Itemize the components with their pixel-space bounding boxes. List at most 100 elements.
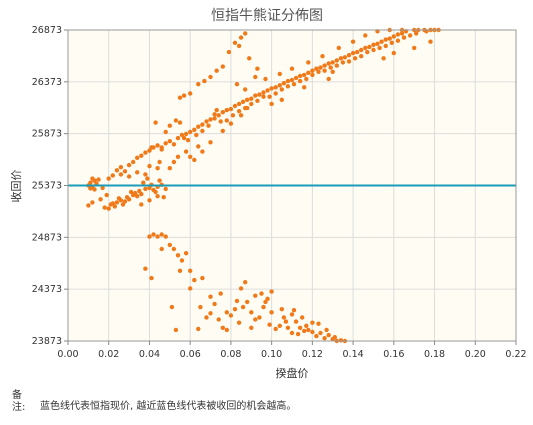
data-point	[391, 50, 396, 56]
data-point	[391, 34, 396, 39]
data-point	[310, 320, 315, 325]
data-point	[253, 74, 258, 80]
data-point	[318, 330, 323, 336]
data-point	[179, 132, 185, 138]
data-point	[228, 106, 234, 112]
data-point	[188, 91, 193, 96]
data-point	[171, 142, 177, 147]
data-point	[238, 113, 244, 118]
data-point	[96, 177, 101, 182]
data-point	[273, 85, 278, 90]
data-point	[324, 327, 329, 333]
data-point	[279, 307, 284, 312]
data-point	[236, 101, 242, 107]
data-point	[340, 60, 346, 65]
data-point	[147, 198, 152, 203]
data-point	[338, 56, 344, 61]
data-point	[263, 76, 268, 82]
data-point	[306, 327, 311, 333]
data-point	[267, 94, 272, 99]
data-point	[267, 322, 272, 327]
data-point	[208, 311, 213, 316]
data-point	[177, 120, 183, 125]
data-point	[208, 117, 213, 122]
data-point	[135, 194, 140, 199]
data-point	[395, 38, 401, 43]
data-point	[200, 149, 205, 154]
data-point	[167, 139, 172, 144]
data-point	[171, 246, 177, 252]
data-point	[257, 315, 262, 320]
data-point	[220, 110, 225, 115]
data-point	[322, 63, 327, 68]
data-point	[161, 195, 166, 200]
data-point	[289, 312, 295, 317]
x-tick-label: 0.04	[139, 349, 160, 360]
chart-note: 备 注: 蓝色线代表恒指现价, 越近蓝色线代表被收回的机会越高。	[12, 390, 522, 414]
data-point	[118, 165, 124, 170]
data-point	[245, 299, 250, 305]
data-point	[196, 124, 201, 129]
data-point	[265, 296, 270, 301]
x-tick-label: 0.20	[465, 349, 486, 360]
data-point	[236, 43, 242, 49]
data-point	[159, 232, 164, 237]
data-point	[326, 332, 331, 338]
chart-title: 恒指牛熊证分佈图	[211, 7, 323, 24]
data-point	[387, 36, 392, 41]
data-point	[381, 56, 386, 61]
x-axis-label: 揆盘价	[276, 366, 309, 380]
data-point	[297, 73, 303, 79]
data-point	[310, 329, 315, 335]
x-tick-label: 0.18	[424, 349, 445, 360]
data-point	[228, 121, 234, 126]
data-point	[269, 310, 274, 315]
data-point	[139, 153, 144, 158]
data-point	[401, 35, 407, 40]
data-point	[355, 49, 360, 55]
data-point	[220, 64, 225, 69]
y-axis-ticks: 23873 24373 24873 25373 25873 26373 26873	[32, 25, 68, 347]
data-point	[139, 202, 144, 207]
data-point	[143, 266, 148, 271]
data-point	[247, 56, 252, 61]
data-point	[293, 75, 299, 81]
data-point	[322, 68, 327, 73]
data-point	[104, 192, 109, 198]
data-point	[253, 93, 258, 98]
data-point	[147, 163, 152, 169]
data-point	[88, 186, 93, 191]
data-point	[261, 90, 266, 95]
data-point	[188, 286, 193, 291]
data-point	[220, 325, 225, 330]
data-point	[143, 150, 148, 155]
data-point	[269, 86, 274, 91]
data-point	[320, 54, 325, 59]
data-point	[236, 109, 242, 114]
data-point	[314, 333, 319, 339]
data-point	[334, 63, 339, 68]
data-point	[371, 47, 376, 53]
data-point	[314, 66, 319, 71]
data-point	[157, 159, 162, 165]
data-point	[183, 251, 189, 256]
data-point	[428, 39, 433, 44]
data-point	[367, 44, 372, 50]
data-point	[198, 304, 203, 310]
data-point	[277, 83, 282, 88]
data-point	[88, 180, 93, 185]
data-point	[200, 122, 205, 127]
data-point	[346, 53, 352, 58]
data-point	[293, 319, 299, 324]
data-point	[289, 330, 295, 336]
data-point	[238, 286, 244, 291]
data-point	[328, 65, 333, 70]
x-tick-label: 0.02	[98, 349, 119, 360]
data-point	[177, 268, 183, 273]
data-point	[163, 234, 168, 239]
data-point	[224, 107, 229, 113]
data-point	[281, 81, 287, 86]
data-point	[188, 268, 193, 273]
data-point	[92, 187, 97, 192]
data-point	[234, 82, 240, 87]
